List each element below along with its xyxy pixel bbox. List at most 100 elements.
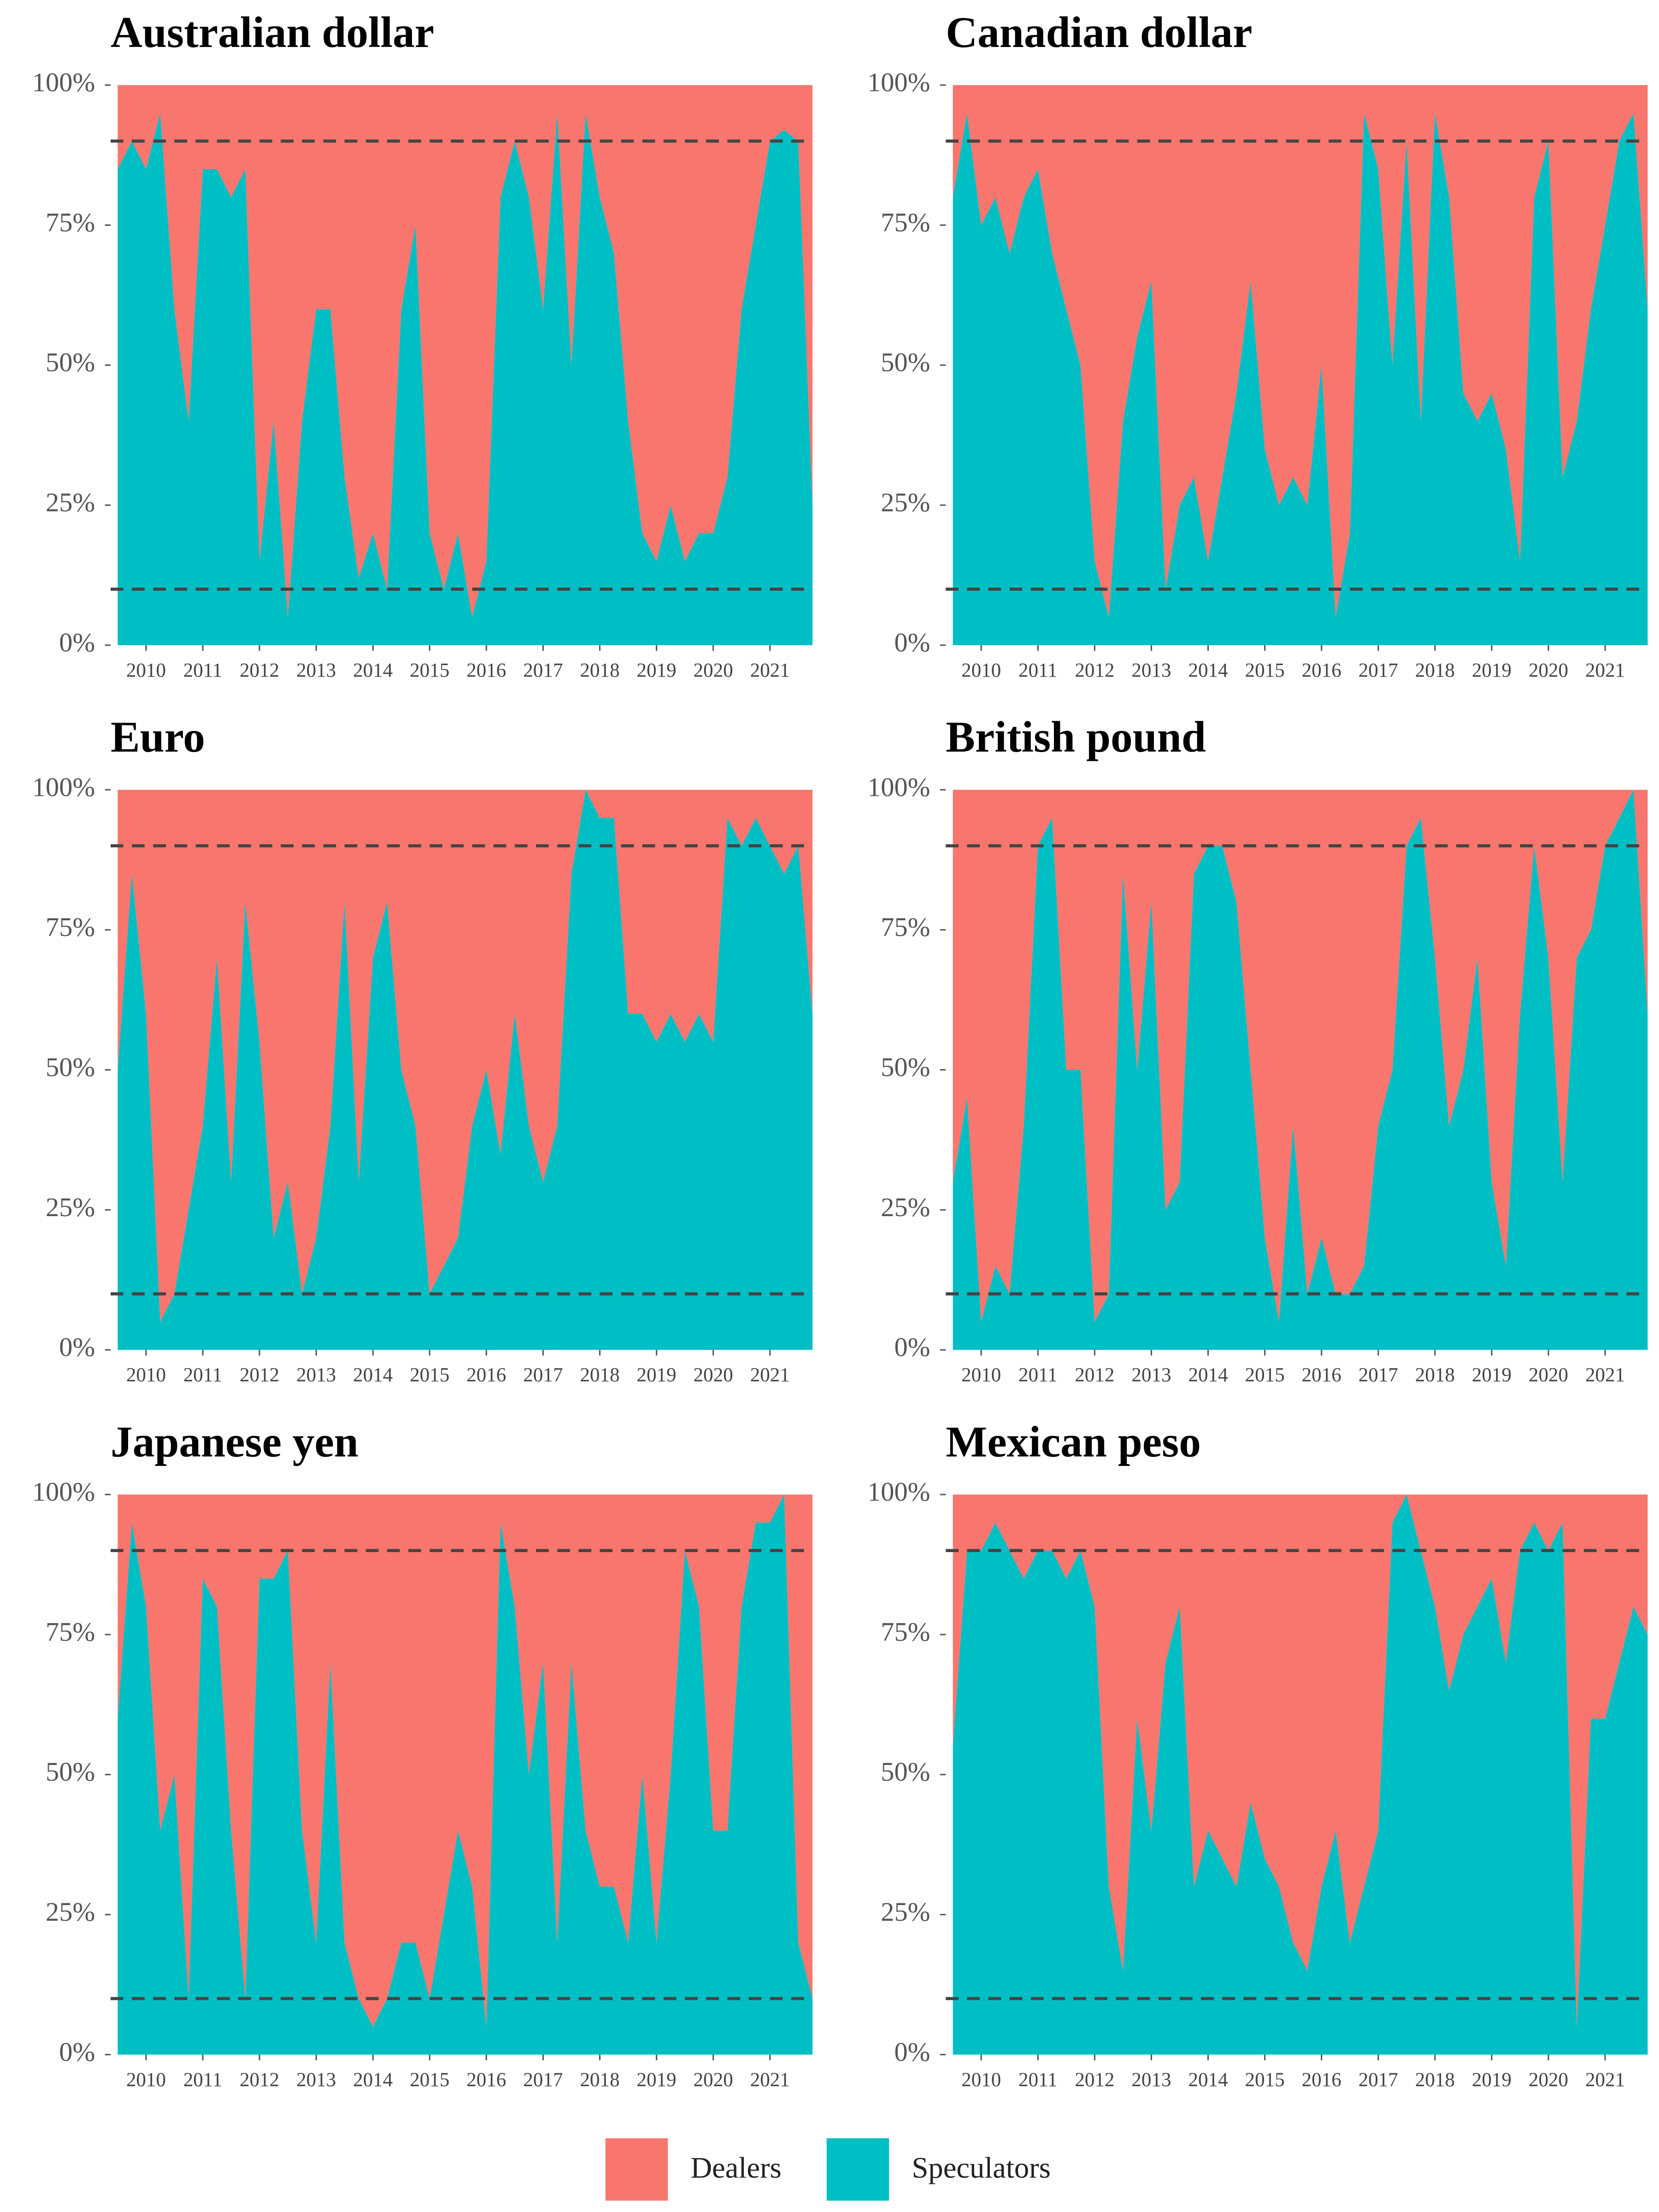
y-tick-label: 0% (894, 1332, 930, 1362)
legend-label: Dealers (690, 2151, 781, 2184)
y-tick-label: 50% (881, 347, 930, 377)
x-tick-label: 2015 (410, 659, 449, 681)
y-tick-label: 25% (881, 488, 930, 518)
chart-title: Euro (111, 712, 205, 761)
x-tick-label: 2021 (1585, 2069, 1625, 2091)
x-tick-label: 2020 (694, 659, 733, 681)
x-tick-label: 2012 (240, 2069, 279, 2091)
x-tick-label: 2017 (523, 1365, 563, 1386)
x-tick-label: 2019 (1472, 659, 1512, 681)
y-tick-label: 75% (881, 207, 930, 237)
x-tick-label: 2021 (1585, 659, 1625, 681)
area (953, 789, 1648, 1322)
x-tick-label: 2011 (1018, 1365, 1058, 1386)
x-tick-label: 2015 (410, 2069, 449, 2091)
x-tick-label: 2013 (296, 659, 336, 681)
x-tick-label: 2021 (1585, 1365, 1625, 1386)
chart-title: Canadian dollar (946, 8, 1252, 57)
x-tick-label: 2020 (694, 2069, 733, 2091)
x-tick-label: 2020 (694, 1365, 733, 1386)
chart-title: British pound (946, 712, 1206, 761)
x-tick-label: 2016 (1302, 659, 1341, 681)
area (953, 1494, 1648, 2027)
x-tick-label: 2021 (750, 2069, 790, 2091)
x-tick-label: 2015 (1245, 659, 1285, 681)
area (953, 1494, 1648, 2055)
y-tick-label: 25% (46, 488, 95, 518)
y-tick-label: 100% (32, 772, 95, 802)
x-tick-label: 2010 (126, 1365, 166, 1386)
x-tick-label: 2014 (353, 2069, 393, 2091)
x-tick-label: 2014 (353, 659, 393, 681)
x-tick-label: 2013 (296, 2069, 336, 2091)
x-tick-label: 2018 (580, 2069, 619, 2091)
x-tick-label: 2014 (1188, 659, 1228, 681)
y-tick-label: 50% (46, 347, 95, 377)
y-tick-label: 100% (867, 772, 930, 802)
y-tick-label: 50% (881, 1757, 930, 1787)
x-tick-label: 2020 (1529, 659, 1568, 681)
y-tick-label: 75% (46, 912, 95, 942)
x-tick-label: 2013 (1131, 2069, 1171, 2091)
x-tick-label: 2013 (1131, 659, 1171, 681)
x-tick-label: 2014 (1188, 1365, 1228, 1386)
x-tick-label: 2018 (580, 659, 619, 681)
x-tick-label: 2020 (1529, 1365, 1568, 1386)
x-tick-label: 2014 (353, 1365, 393, 1386)
x-tick-label: 2021 (750, 1365, 790, 1386)
area (118, 113, 813, 645)
x-tick-label: 2015 (410, 1365, 449, 1386)
y-tick-label: 75% (881, 1617, 930, 1647)
x-tick-label: 2018 (1415, 659, 1455, 681)
y-tick-label: 100% (32, 1477, 95, 1506)
x-tick-label: 2018 (580, 1365, 619, 1386)
y-tick-label: 100% (867, 67, 930, 97)
x-tick-label: 2012 (240, 1365, 279, 1386)
x-tick-label: 2019 (637, 2069, 677, 2091)
y-tick-label: 100% (32, 67, 95, 97)
x-tick-label: 2011 (1018, 2069, 1058, 2091)
x-tick-label: 2020 (1529, 2069, 1568, 2091)
x-tick-label: 2016 (466, 1365, 506, 1386)
x-tick-label: 2018 (1415, 2069, 1455, 2091)
y-tick-label: 25% (46, 1897, 95, 1927)
x-tick-label: 2016 (466, 659, 506, 681)
area (953, 85, 1648, 618)
y-tick-label: 25% (881, 1897, 930, 1927)
y-tick-label: 100% (867, 1477, 930, 1506)
x-tick-label: 2017 (523, 2069, 563, 2091)
x-tick-label: 2017 (1359, 1365, 1398, 1386)
y-tick-label: 0% (59, 2037, 95, 2067)
x-tick-label: 2014 (1188, 2069, 1228, 2091)
x-tick-label: 2012 (1075, 1365, 1114, 1386)
y-tick-label: 50% (46, 1757, 95, 1787)
y-tick-label: 0% (894, 627, 930, 657)
x-tick-label: 2011 (183, 2069, 223, 2091)
chart-title: Japanese yen (111, 1417, 359, 1466)
x-tick-label: 2015 (1245, 1365, 1285, 1386)
area (118, 789, 813, 1322)
chart-title: Mexican peso (946, 1417, 1201, 1466)
area (953, 113, 1648, 645)
legend-swatch (826, 2138, 889, 2201)
x-tick-label: 2017 (1359, 2069, 1398, 2091)
x-tick-label: 2016 (1302, 2069, 1341, 2091)
x-tick-label: 2019 (1472, 2069, 1512, 2091)
x-tick-label: 2010 (961, 2069, 1001, 2091)
x-tick-label: 2016 (466, 2069, 506, 2091)
area (118, 85, 813, 618)
x-tick-label: 2012 (1075, 659, 1114, 681)
x-tick-label: 2019 (637, 659, 677, 681)
y-tick-label: 25% (46, 1192, 95, 1222)
x-tick-label: 2012 (1075, 2069, 1114, 2091)
x-tick-label: 2011 (183, 659, 223, 681)
x-tick-label: 2011 (183, 1365, 223, 1386)
x-tick-label: 2010 (961, 659, 1001, 681)
y-tick-label: 75% (46, 207, 95, 237)
y-tick-label: 75% (881, 912, 930, 942)
x-tick-label: 2010 (126, 2069, 166, 2091)
x-tick-label: 2017 (1359, 659, 1398, 681)
x-tick-label: 2010 (126, 659, 166, 681)
